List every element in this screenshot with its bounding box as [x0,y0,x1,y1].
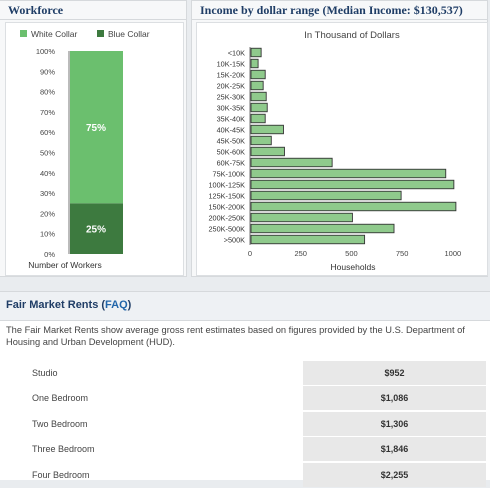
rent-row: Three Bedroom $1,846 [26,437,486,462]
x-tick-label: 750 [396,249,409,258]
legend-label: White Collar [31,29,77,39]
income-title: Income by dollar range (Median Income: $… [192,1,487,20]
category-label: >500K [224,236,245,245]
x-tick-label: 250 [294,249,307,258]
fmr-title-text: Fair Market Rents [6,299,99,311]
income-bar [250,47,262,58]
category-label: 25K-30K [217,93,246,102]
x-axis-label: Number of Workers [28,260,102,270]
category-label: 35K-40K [217,115,246,124]
x-axis-label: Households [331,262,376,272]
category-label: 50K-60K [217,148,246,157]
income-bar [250,80,264,91]
income-panel: Income by dollar range (Median Income: $… [191,0,488,277]
income-bar [250,201,457,212]
rent-value: $1,306 [303,412,486,436]
y-tick-label: 30% [40,189,55,198]
category-label: 75K-100K [213,170,246,179]
rent-row: Four Bedroom $2,255 [26,463,486,488]
income-bar [250,157,333,168]
rent-value: $952 [303,361,486,385]
income-bar [250,124,284,135]
legend-label: Blue Collar [108,29,150,39]
fmr-description: The Fair Market Rents show average gross… [6,325,465,347]
x-tick-label: 1000 [445,249,462,258]
x-tick-label: 0 [248,249,252,258]
rent-value: $2,255 [303,463,486,487]
category-label: 20K-25K [217,82,246,91]
income-bar [250,146,285,157]
fmr-title: Fair Market Rents (FAQ) [6,299,131,311]
rent-label: Four Bedroom [32,470,90,480]
category-label: 30K-35K [217,104,246,113]
income-chart-area: In Thousand of Dollars <10K 10K-15K 15K-20K… [196,22,488,276]
rent-label: Two Bedroom [32,419,88,429]
fair-market-rents-panel: Fair Market Rents (FAQ) The Fair Market … [0,291,490,487]
income-bar [250,113,266,124]
workforce-chart: White Collar Blue Collar 100% 90% 80% 70% 60% 5… [20,29,150,270]
rent-label: Studio [32,368,58,378]
income-bar [250,135,272,146]
income-bar [250,58,259,69]
y-tick-label: 60% [40,128,55,137]
data-label: 25% [86,225,106,236]
y-tick-label: 0% [44,250,55,259]
rent-row: One Bedroom $1,086 [26,386,486,411]
faq-link[interactable]: FAQ [105,299,128,311]
workforce-chart-area: White Collar Blue Collar 100% 90% 80% 70% 60% 5… [5,22,184,276]
rent-label: Three Bedroom [32,444,95,454]
category-label: 10K-15K [217,60,246,69]
income-bar [250,91,267,102]
income-bar [250,212,353,223]
rent-row: Studio $952 [26,361,486,386]
x-tick-label: 500 [345,249,358,258]
y-tick-label: 100% [36,47,56,56]
income-bar [250,168,447,179]
y-tick-label: 10% [40,230,55,239]
income-bar [250,69,266,80]
bar-segment [70,203,123,254]
y-tick-label: 50% [40,149,55,158]
y-tick-label: 40% [40,169,55,178]
workforce-panel: Workforce White Collar Blue Collar 100% 90%… [0,0,187,277]
category-label: 60K-75K [217,159,246,168]
income-bar [250,102,268,113]
income-chart: In Thousand of Dollars <10K 10K-15K 15K-20K… [208,30,462,272]
legend-swatch [20,30,27,37]
fmr-faq-open: ( [98,299,106,311]
y-tick-label: 20% [40,209,55,218]
y-tick-label: 80% [40,88,55,97]
category-label: 15K-20K [217,71,246,80]
y-tick-label: 90% [40,67,55,76]
bar-segment [70,51,123,204]
category-label: 250K-500K [208,225,245,234]
rent-label: One Bedroom [32,393,89,403]
category-label: <10K [228,49,245,58]
rent-row: Two Bedroom $1,306 [26,412,486,437]
income-bar [250,190,402,201]
fmr-faq-close: ) [127,299,132,311]
workforce-title: Workforce [0,1,186,20]
chart-subtitle: In Thousand of Dollars [304,30,400,41]
category-label: 45K-50K [217,137,246,146]
income-bar [250,234,366,245]
data-label: 75% [86,123,106,134]
income-bar [250,223,395,234]
y-tick-label: 70% [40,108,55,117]
category-label: 100K-125K [208,181,245,190]
category-label: 125K-150K [208,192,245,201]
legend-swatch [97,30,104,37]
rent-value: $1,846 [303,437,486,461]
fmr-header: Fair Market Rents (FAQ) [0,291,490,321]
category-label: 200K-250K [208,214,245,223]
category-label: 150K-200K [208,203,245,212]
income-bar [250,179,455,190]
rent-value: $1,086 [303,386,486,410]
category-label: 40K-45K [217,126,246,135]
